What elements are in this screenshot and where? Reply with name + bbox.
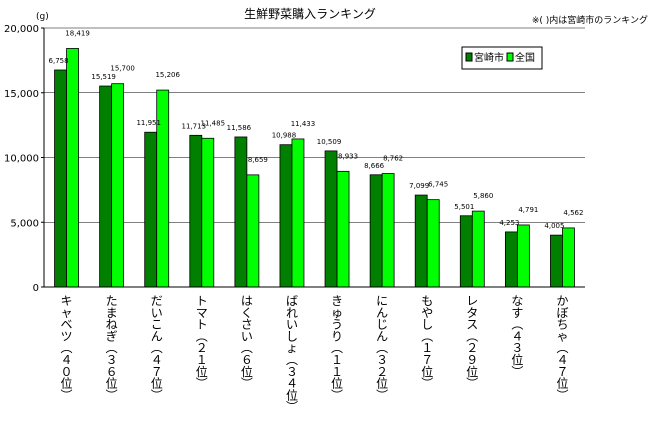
bar-miyazaki <box>504 231 518 288</box>
data-label: 5,501 <box>454 203 474 211</box>
bar-national <box>336 170 350 288</box>
y-axis-gridlines <box>41 27 585 288</box>
x-axis-category-labels: キャベツ︵４０位︶ たまねぎ︵３６位︶ だいこん︵４７位︶ トマト︵２１位︶ はくさい︵… <box>61 294 569 414</box>
x-tick-label: キャベツ︵４０位︶ <box>61 294 73 402</box>
x-tick-label: にんじん︵３２位︶ <box>376 294 388 402</box>
legend-swatch-national <box>506 52 514 62</box>
data-label: 10,509 <box>317 138 342 146</box>
bar-miyazaki <box>279 144 293 288</box>
y-tick-label: 10,000 <box>4 154 39 165</box>
y-tick-label: 20,000 <box>4 24 39 35</box>
bar-miyazaki <box>54 69 67 288</box>
x-tick-label: もやし︵１７位︶ <box>421 294 433 391</box>
bar-miyazaki <box>550 234 563 288</box>
data-label: 8,933 <box>338 152 358 160</box>
bar-miyazaki <box>234 136 248 288</box>
y-tick-label: 5,000 <box>10 218 39 229</box>
chart-note: ※( )内は宮崎市のランキング <box>532 14 648 26</box>
data-label: 18,419 <box>65 29 90 37</box>
data-label: 6,745 <box>428 181 448 189</box>
data-label: 5,860 <box>473 192 493 200</box>
bar-miyazaki <box>324 150 338 288</box>
data-label: 6,758 <box>49 57 69 65</box>
x-tick-label: きゅうり︵１１位︶ <box>331 294 343 402</box>
bar-miyazaki <box>189 134 203 288</box>
data-label: 11,485 <box>201 119 226 127</box>
chart-title: 生鮮野菜購入ランキング <box>244 7 376 21</box>
data-label: 4,253 <box>499 219 519 227</box>
bar-series <box>54 48 575 288</box>
x-tick-label: なす︵４３位︶ <box>511 294 523 379</box>
y-tick-label: 15,000 <box>4 89 39 100</box>
data-label: 4,562 <box>563 209 583 217</box>
bar-national <box>381 173 395 288</box>
bar-national <box>66 48 79 288</box>
legend-label-national: 全国 <box>515 51 535 64</box>
bar-national <box>426 199 440 288</box>
data-label: 15,519 <box>91 73 116 81</box>
data-label: 11,951 <box>136 119 161 127</box>
x-tick-label: レタス︵２９位︶ <box>466 294 478 391</box>
data-label: 8,659 <box>248 156 268 164</box>
bar-national <box>291 138 305 288</box>
data-label: 11,713 <box>182 122 207 130</box>
data-label: 8,762 <box>383 155 403 163</box>
bar-national <box>471 210 485 288</box>
x-tick-label: ばれいしょ︵３４位︶ <box>286 294 298 414</box>
data-label: 15,700 <box>110 65 135 73</box>
bar-miyazaki <box>144 131 158 288</box>
data-label: 8,666 <box>364 162 385 170</box>
x-tick-label: たまねぎ︵３６位︶ <box>106 294 118 402</box>
x-tick-label: かぼちゃ︵４７位︶ <box>556 294 568 402</box>
data-label: 10,988 <box>272 132 297 140</box>
data-label: 11,586 <box>227 124 252 132</box>
y-axis-tick-labels: 0 5,000 10,000 15,000 20,000 <box>4 24 39 294</box>
legend: 宮崎市 全国 <box>461 46 543 70</box>
bar-national <box>201 137 215 288</box>
bar-national <box>516 224 530 288</box>
data-label: 15,206 <box>155 71 180 79</box>
bar-miyazaki <box>369 174 383 288</box>
data-label: 4,005 <box>544 222 564 230</box>
data-label: 7,099 <box>409 182 429 190</box>
data-label: 11,433 <box>291 120 316 128</box>
y-axis-unit: (g) <box>36 12 49 22</box>
bar-national <box>111 83 125 288</box>
x-tick-label: はくさい︵６位︶ <box>241 294 253 391</box>
x-tick-label: だいこん︵４７位︶ <box>151 294 163 402</box>
bar-national <box>246 174 260 288</box>
legend-label-miyazaki: 宮崎市 <box>474 51 504 64</box>
data-label: 4,791 <box>518 206 538 214</box>
bar-national <box>562 227 575 288</box>
x-tick-label: トマト︵２１位︶ <box>196 294 208 391</box>
legend-box <box>461 46 543 70</box>
y-tick-label: 0 <box>33 283 39 294</box>
legend-swatch-miyazaki <box>465 52 473 62</box>
bar-miyazaki <box>414 194 428 288</box>
bar-miyazaki <box>459 215 473 288</box>
bar-miyazaki <box>99 85 113 288</box>
